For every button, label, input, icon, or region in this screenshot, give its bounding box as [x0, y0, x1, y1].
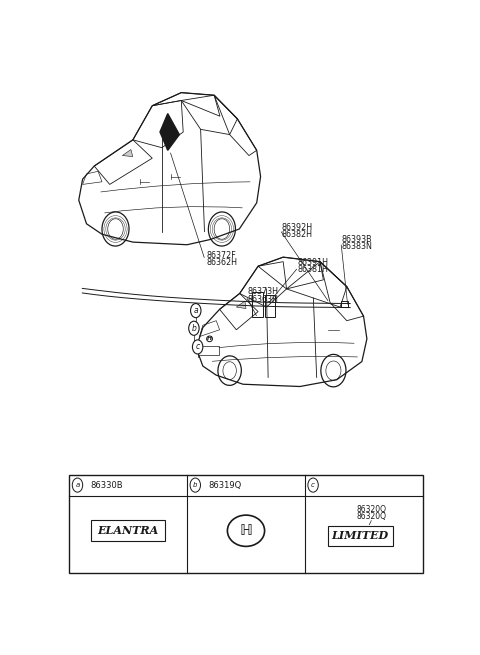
Text: 86381H: 86381H: [297, 265, 328, 274]
Text: c: c: [311, 482, 315, 488]
Text: ℍ: ℍ: [240, 523, 252, 538]
Text: 86362H: 86362H: [207, 257, 238, 267]
Text: 86373H: 86373H: [248, 288, 279, 297]
Text: 86320Q: 86320Q: [356, 504, 386, 514]
Text: 86382H: 86382H: [281, 230, 312, 239]
Circle shape: [192, 340, 203, 354]
Text: 86330B: 86330B: [91, 481, 123, 489]
Text: 86372F: 86372F: [207, 251, 237, 259]
Circle shape: [189, 321, 199, 335]
Text: 86391H: 86391H: [297, 258, 328, 267]
Text: H: H: [207, 337, 212, 341]
Polygon shape: [122, 149, 133, 157]
Circle shape: [308, 478, 318, 492]
Text: ELANTRA: ELANTRA: [97, 525, 159, 536]
Circle shape: [72, 478, 83, 492]
Text: 86319Q: 86319Q: [208, 481, 241, 489]
Text: 86392H: 86392H: [281, 223, 312, 232]
Text: c: c: [195, 343, 200, 352]
Polygon shape: [160, 113, 180, 150]
Text: a: a: [193, 306, 198, 315]
Text: LIMITED: LIMITED: [332, 531, 389, 541]
Text: b: b: [193, 482, 198, 488]
Circle shape: [190, 478, 201, 492]
Text: 86320Q: 86320Q: [356, 512, 386, 521]
Text: 86383N: 86383N: [342, 242, 373, 251]
Text: 86363H: 86363H: [248, 295, 279, 303]
Polygon shape: [236, 301, 246, 309]
Text: a: a: [75, 482, 80, 488]
Text: 86393B: 86393B: [342, 235, 372, 244]
Circle shape: [191, 303, 201, 318]
Text: b: b: [192, 324, 196, 333]
